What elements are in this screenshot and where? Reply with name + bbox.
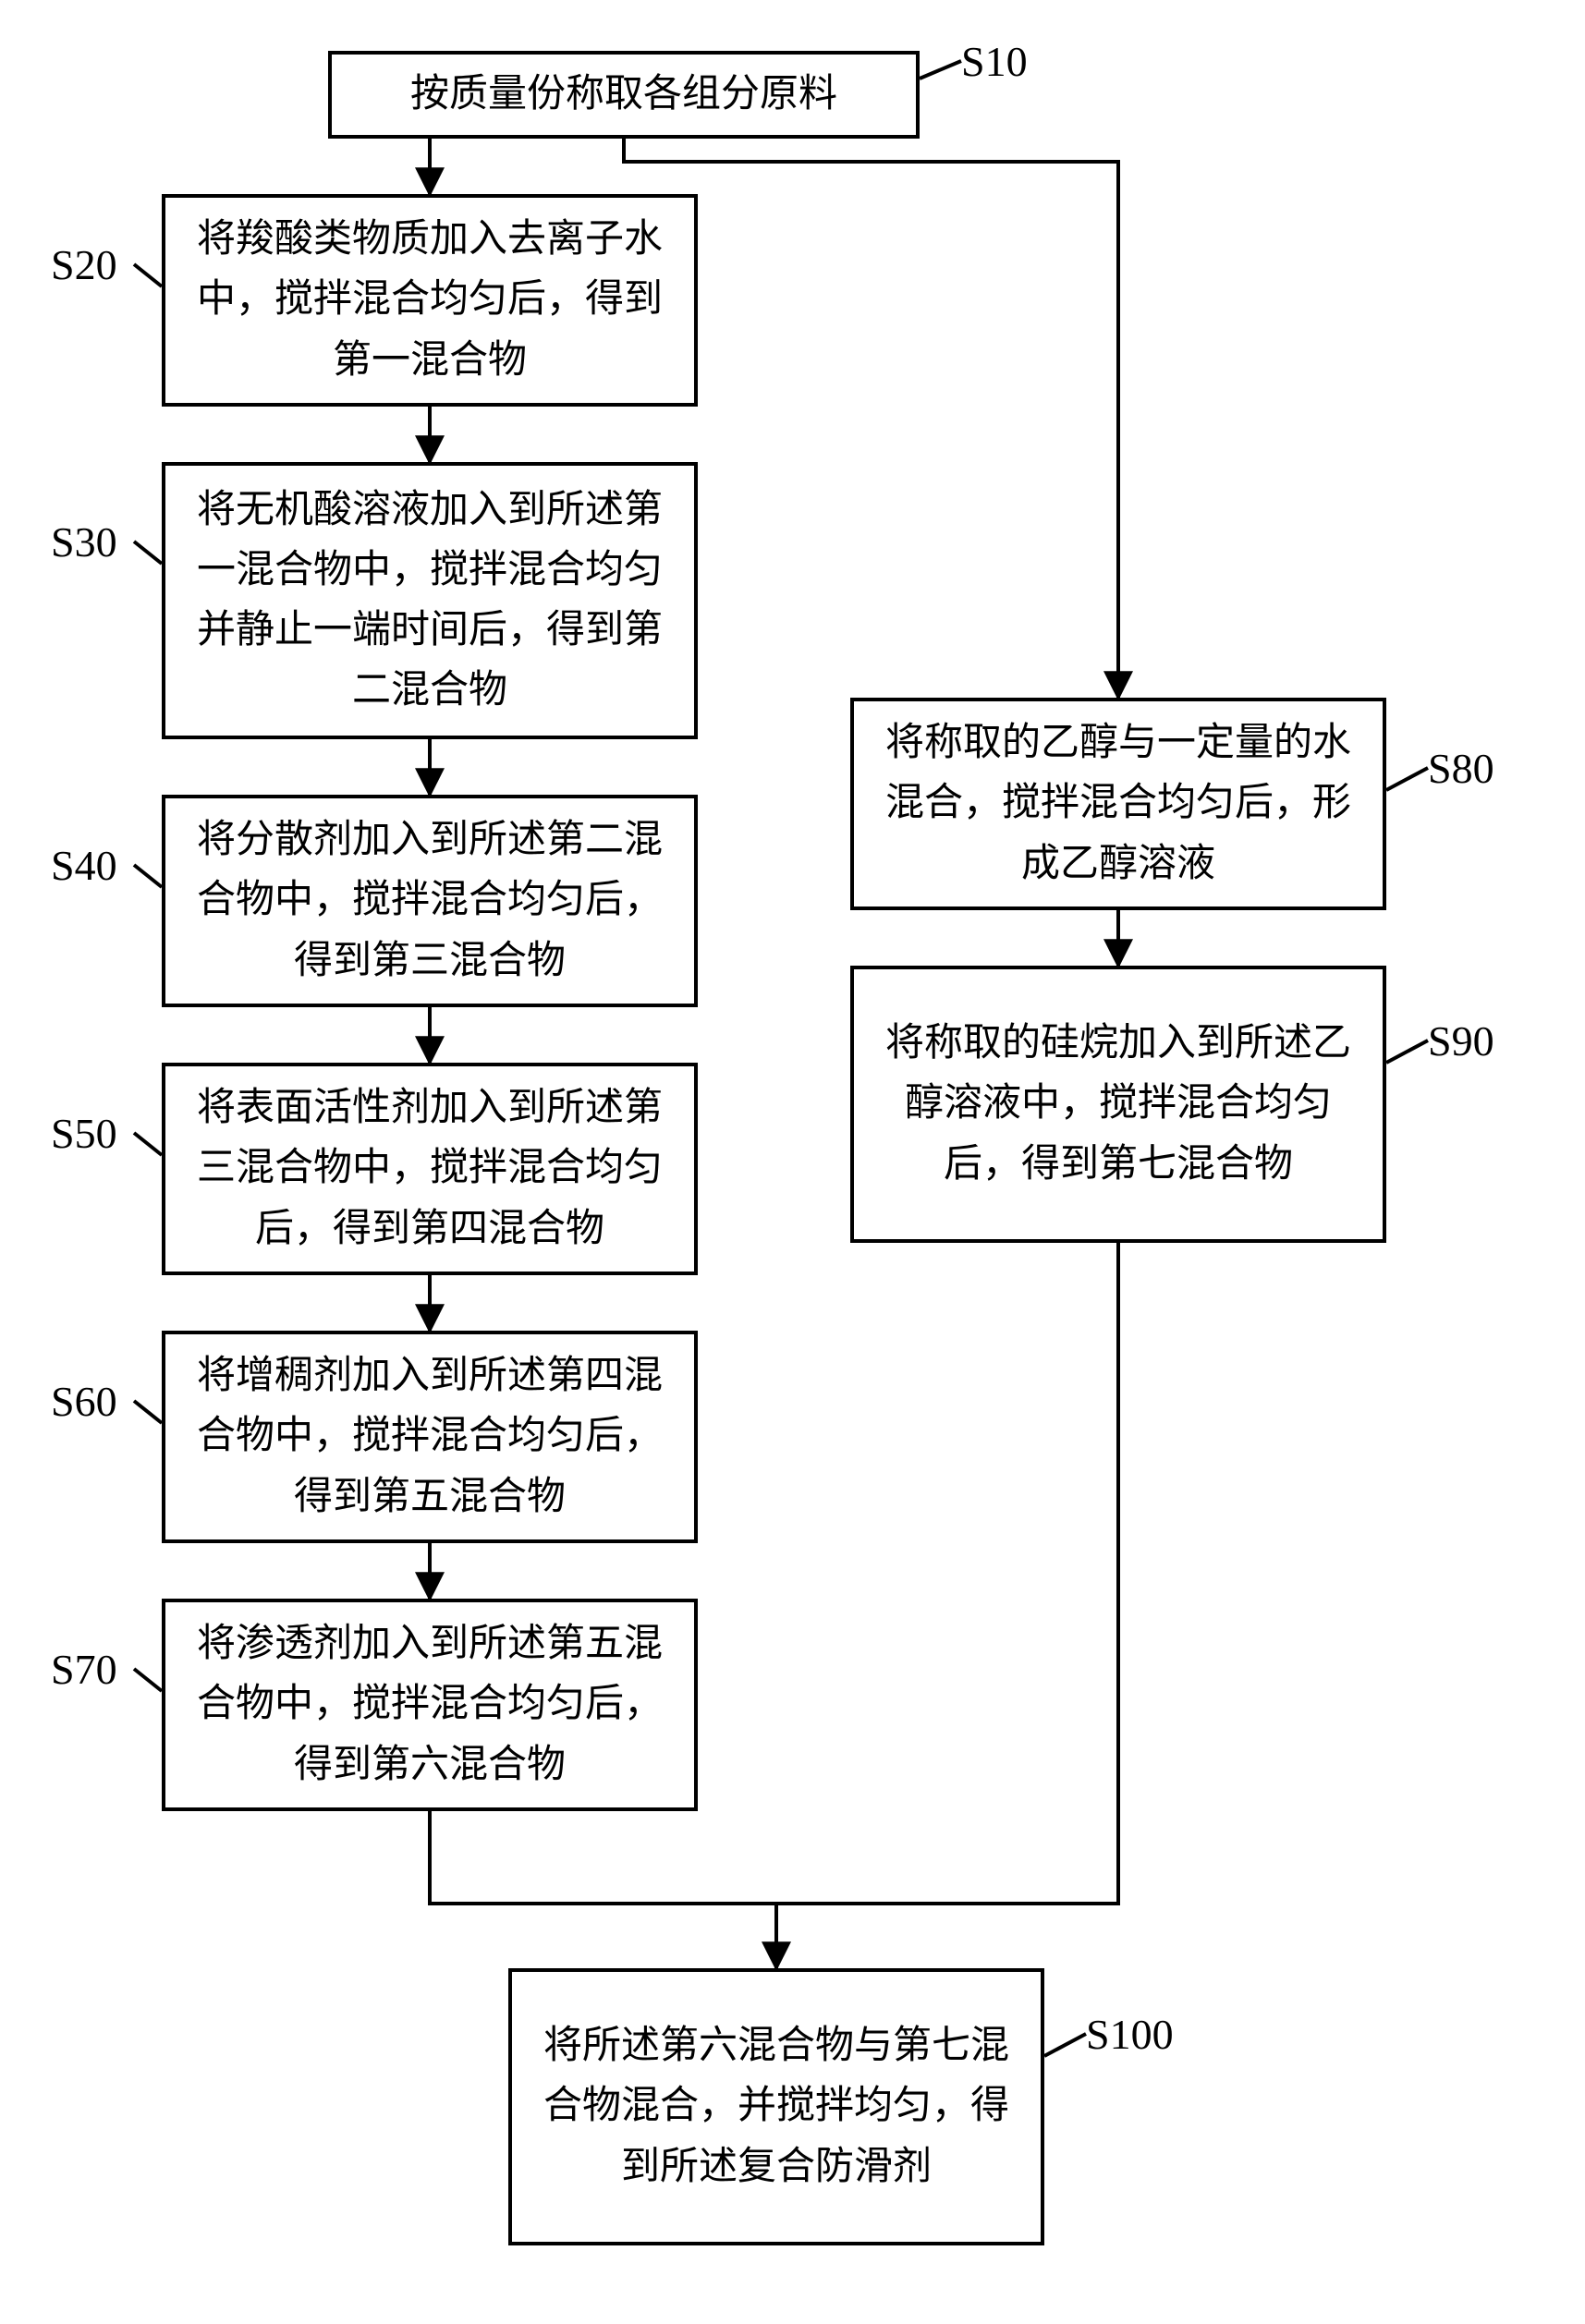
flowchart-node-s90: 将称取的硅烷加入到所述乙醇溶液中，搅拌混合均匀后，得到第七混合物 — [850, 966, 1386, 1243]
step-label-s100: S100 — [1086, 2010, 1174, 2059]
flowchart-node-text: 将渗透剂加入到所述第五混合物中，搅拌混合均匀后，得到第六混合物 — [188, 1614, 672, 1795]
flowchart-node-s80: 将称取的乙醇与一定量的水混合，搅拌混合均匀后，形成乙醇溶液 — [850, 698, 1386, 910]
flowchart-node-s100: 将所述第六混合物与第七混合物混合，并搅拌均匀，得到所述复合防滑剂 — [508, 1968, 1044, 2245]
flowchart-edge — [920, 61, 961, 79]
flowchart-node-s70: 将渗透剂加入到所述第五混合物中，搅拌混合均匀后，得到第六混合物 — [162, 1599, 698, 1811]
step-label-s60: S60 — [51, 1377, 117, 1426]
flowchart-node-text: 将羧酸类物质加入去离子水中，搅拌混合均匀后，得到第一混合物 — [188, 210, 672, 390]
flowchart-node-text: 将称取的硅烷加入到所述乙醇溶液中，搅拌混合均匀后，得到第七混合物 — [876, 1014, 1360, 1194]
flowchart-node-text: 将所述第六混合物与第七混合物混合，并搅拌均匀，得到所述复合防滑剂 — [534, 2016, 1018, 2196]
flowchart-node-s20: 将羧酸类物质加入去离子水中，搅拌混合均匀后，得到第一混合物 — [162, 194, 698, 407]
step-label-s50: S50 — [51, 1109, 117, 1158]
step-label-s80: S80 — [1428, 744, 1494, 793]
flowchart-node-s50: 将表面活性剂加入到所述第三混合物中，搅拌混合均匀后，得到第四混合物 — [162, 1063, 698, 1275]
flowchart-edge — [134, 1669, 162, 1691]
step-label-s90: S90 — [1428, 1016, 1494, 1065]
flowchart-node-text: 将表面活性剂加入到所述第三混合物中，搅拌混合均匀后，得到第四混合物 — [188, 1078, 672, 1259]
flowchart-edge — [134, 1133, 162, 1155]
flowchart-node-text: 将无机酸溶液加入到所述第一混合物中，搅拌混合均匀并静止一端时间后，得到第二混合物 — [188, 481, 672, 721]
flowchart-node-s10: 按质量份称取各组分原料 — [328, 51, 920, 139]
flowchart-edge — [776, 1243, 1118, 1904]
flowchart-node-text: 将称取的乙醇与一定量的水混合，搅拌混合均匀后，形成乙醇溶液 — [876, 713, 1360, 894]
flowchart-canvas: 按质量份称取各组分原料将羧酸类物质加入去离子水中，搅拌混合均匀后，得到第一混合物… — [0, 0, 1585, 2324]
flowchart-node-s30: 将无机酸溶液加入到所述第一混合物中，搅拌混合均匀并静止一端时间后，得到第二混合物 — [162, 462, 698, 739]
step-label-s10: S10 — [961, 37, 1028, 86]
flowchart-edge — [430, 1811, 776, 1968]
flowchart-edge — [1386, 1040, 1428, 1063]
step-label-s40: S40 — [51, 841, 117, 890]
flowchart-node-s60: 将增稠剂加入到所述第四混合物中，搅拌混合均匀后，得到第五混合物 — [162, 1331, 698, 1543]
flowchart-edge — [1386, 768, 1428, 790]
flowchart-edge — [134, 1401, 162, 1423]
step-label-s20: S20 — [51, 240, 117, 289]
flowchart-node-text: 按质量份称取各组分原料 — [410, 65, 837, 125]
flowchart-edge — [624, 139, 1118, 698]
flowchart-node-text: 将分散剂加入到所述第二混合物中，搅拌混合均匀后，得到第三混合物 — [188, 810, 672, 991]
flowchart-edge — [134, 264, 162, 286]
step-label-s70: S70 — [51, 1645, 117, 1694]
flowchart-node-text: 将增稠剂加入到所述第四混合物中，搅拌混合均匀后，得到第五混合物 — [188, 1346, 672, 1527]
flowchart-edge — [134, 541, 162, 564]
flowchart-edge — [1044, 2034, 1086, 2056]
flowchart-node-s40: 将分散剂加入到所述第二混合物中，搅拌混合均匀后，得到第三混合物 — [162, 795, 698, 1007]
flowchart-edge — [134, 865, 162, 887]
step-label-s30: S30 — [51, 517, 117, 566]
